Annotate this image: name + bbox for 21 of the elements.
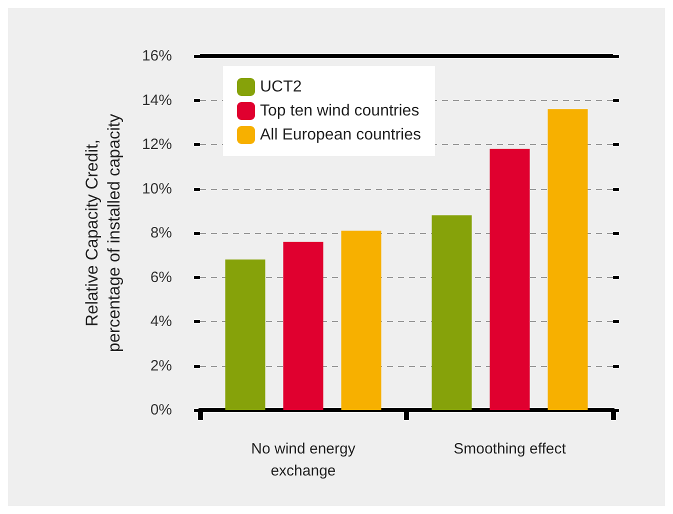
bar — [283, 242, 324, 410]
y-axis-title: Relative Capacity Credit, percentage of installed capacity — [82, 113, 124, 352]
legend-label: UCT2 — [260, 78, 302, 96]
bar — [432, 215, 472, 410]
y-tick-label: 0% — [150, 402, 172, 418]
y-tick-label: 16% — [142, 48, 172, 64]
y-tick-label: 4% — [150, 313, 172, 330]
x-tick-label: No wind energy exchange — [251, 440, 356, 480]
legend-label: All European countries — [260, 126, 421, 144]
x-tick-label: Smoothing effect — [454, 440, 567, 458]
bar — [341, 230, 382, 410]
legend-label: Top ten wind countries — [260, 102, 420, 120]
bar — [548, 109, 588, 410]
y-tick-label: 2% — [150, 357, 172, 374]
y-tick-label: 10% — [142, 180, 172, 198]
bar — [225, 260, 266, 410]
y-tick-label: 14% — [142, 92, 172, 109]
bar — [490, 148, 530, 410]
y-tick-label: 12% — [142, 136, 172, 153]
y-tick-label: 8% — [150, 224, 172, 242]
y-tick-label: 6% — [150, 268, 172, 286]
